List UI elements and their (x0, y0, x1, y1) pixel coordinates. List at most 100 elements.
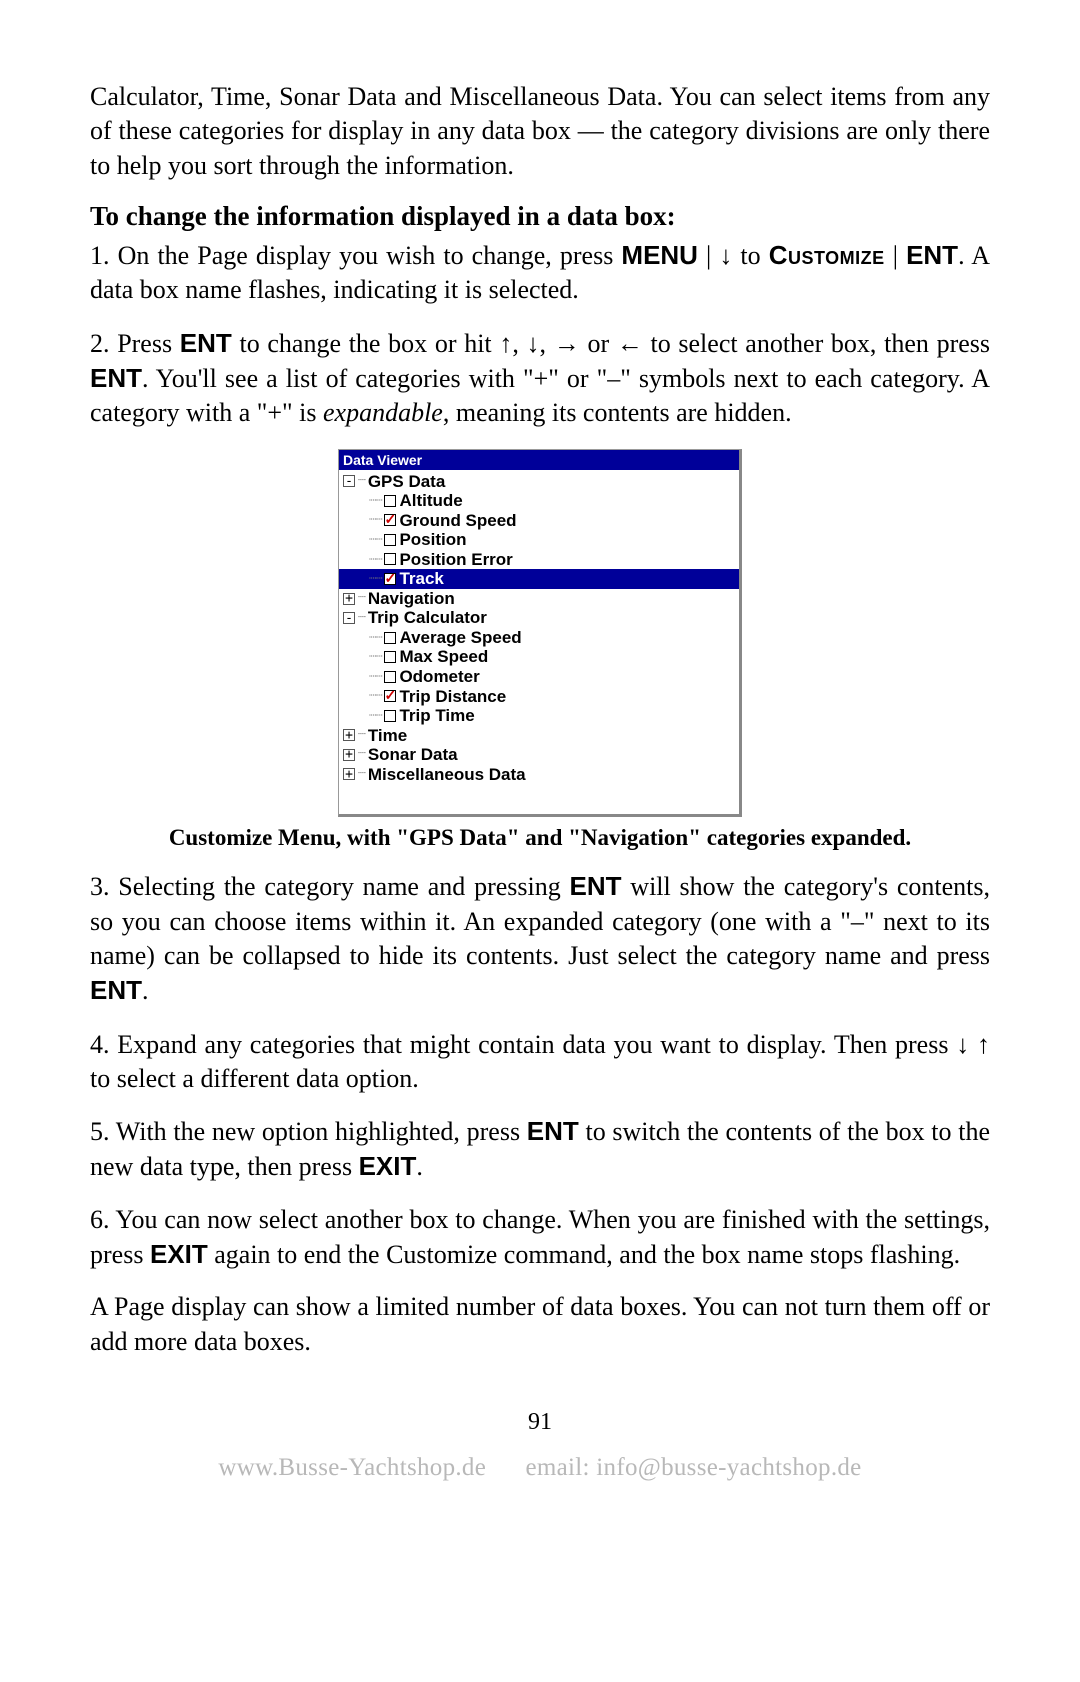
category-label: Time (368, 726, 407, 746)
item-label: Odometer (399, 667, 479, 687)
intro-paragraph: Calculator, Time, Sonar Data and Miscell… (90, 80, 990, 183)
item-label: Ground Speed (399, 511, 516, 531)
category-label: GPS Data (368, 472, 445, 492)
item-label: Altitude (399, 491, 462, 511)
step4-text-c: to select a different data option. (90, 1064, 419, 1093)
up-arrow-icon: ↑ (499, 328, 512, 358)
step1-text-a: 1. On the Page display you wish to chang… (90, 241, 621, 270)
ent-key-6: ENT (527, 1116, 579, 1146)
tree-category[interactable]: +┈Sonar Data (343, 745, 735, 765)
tree-category[interactable]: +┈Navigation (343, 589, 735, 609)
step-6: 6. You can now select another box to cha… (90, 1203, 990, 1273)
step1-pipe2: | (885, 241, 906, 270)
menu-key: MENU (621, 240, 698, 270)
step-3: 3. Selecting the category name and press… (90, 869, 990, 1008)
tree-connector: ┈ (358, 474, 365, 489)
closing-paragraph: A Page display can show a limited number… (90, 1290, 990, 1359)
step4-text-a: 4. Expand any categories that might cont… (90, 1030, 956, 1059)
figure-caption: Customize Menu, with "GPS Data" and "Nav… (90, 825, 990, 851)
plus-icon[interactable]: + (343, 593, 355, 605)
page-number: 91 (90, 1409, 990, 1436)
tree-item[interactable]: ┈┈ Average Speed (343, 628, 735, 648)
plus-icon[interactable]: + (343, 729, 355, 741)
tree-connector: ┈ (358, 591, 365, 606)
exit-key-2: EXIT (150, 1239, 208, 1269)
item-label: Position Error (399, 550, 512, 570)
tree-category[interactable]: -┈Trip Calculator (343, 608, 735, 628)
tree-connector: ┈┈ (369, 494, 381, 508)
step4-space (969, 1030, 977, 1059)
down-arrow-icon-2: ↓ (527, 328, 540, 358)
data-viewer-panel: Data Viewer -┈GPS Data┈┈ Altitude┈┈ Grou… (338, 449, 742, 818)
tree-connector: ┈┈ (369, 650, 381, 664)
checkbox-empty-icon[interactable] (384, 495, 396, 507)
step5-text-c: . (416, 1152, 423, 1181)
expandable-em: expandable (323, 398, 443, 427)
step3-text-a: 3. Selecting the category name and press… (90, 872, 570, 901)
checkbox-empty-icon[interactable] (384, 651, 396, 663)
step2-text-f: to select another box, then press (643, 329, 990, 358)
item-label: Position (399, 530, 466, 550)
tree-item[interactable]: ┈┈ Position Error (343, 550, 735, 570)
category-label: Sonar Data (368, 745, 458, 765)
step6-text-b: again to end the Customize command, and … (208, 1240, 960, 1269)
checkbox-empty-icon[interactable] (384, 534, 396, 546)
tree-connector: ┈┈ (369, 689, 381, 703)
checkbox-empty-icon[interactable] (384, 632, 396, 644)
step-4: 4. Expand any categories that might cont… (90, 1027, 990, 1097)
item-label: Trip Time (399, 706, 474, 726)
down-arrow-icon-3: ↓ (956, 1029, 969, 1059)
step2-text-a: 2. Press (90, 329, 180, 358)
tree-item-selected[interactable]: ┈┈ Track (339, 569, 739, 589)
data-viewer-tree: -┈GPS Data┈┈ Altitude┈┈ Ground Speed┈┈ P… (339, 470, 739, 815)
tree-item[interactable]: ┈┈ Position (343, 530, 735, 550)
plus-icon[interactable]: + (343, 749, 355, 761)
checkbox-checked-icon[interactable] (384, 514, 396, 526)
footer-email: info@busse-yachtshop.de (596, 1454, 861, 1481)
ent-key-2: ENT (180, 328, 232, 358)
tree-item[interactable]: ┈┈ Altitude (343, 491, 735, 511)
checkbox-empty-icon[interactable] (384, 710, 396, 722)
tree-item[interactable]: ┈┈ Ground Speed (343, 511, 735, 531)
tree-connector: ┈ (358, 767, 365, 782)
step-2: 2. Press ENT to change the box or hit ↑,… (90, 326, 990, 431)
plus-icon[interactable]: + (343, 768, 355, 780)
exit-key-1: EXIT (359, 1151, 417, 1181)
step2-text-h: , meaning its contents are hidden. (443, 398, 792, 427)
item-label: Track (399, 569, 443, 589)
minus-icon[interactable]: - (343, 475, 355, 487)
tree-item[interactable]: ┈┈ Max Speed (343, 647, 735, 667)
tree-category[interactable]: +┈Time (343, 726, 735, 746)
checkbox-empty-icon[interactable] (384, 553, 396, 565)
step3-text-c: . (142, 976, 149, 1005)
up-arrow-icon-2: ↑ (977, 1029, 990, 1059)
tree-item[interactable]: ┈┈ Trip Distance (343, 687, 735, 707)
tree-connector: ┈ (358, 728, 365, 743)
tree-category[interactable]: -┈GPS Data (343, 472, 735, 492)
tree-item[interactable]: ┈┈ Trip Time (343, 706, 735, 726)
minus-icon[interactable]: - (343, 612, 355, 624)
left-arrow-icon: ← (617, 328, 643, 358)
page-footer: www.Busse-Yachtshop.de email: info@busse… (90, 1454, 990, 1482)
tree-item[interactable]: ┈┈ Odometer (343, 667, 735, 687)
tree-connector: ┈┈ (369, 709, 381, 723)
ent-key-5: ENT (90, 975, 142, 1005)
ent-key-3: ENT (90, 363, 142, 393)
step-5: 5. With the new option highlighted, pres… (90, 1114, 990, 1185)
step-1: 1. On the Page display you wish to chang… (90, 238, 990, 308)
item-label: Average Speed (399, 628, 521, 648)
tree-connector: ┈┈ (369, 553, 381, 567)
data-viewer-figure: Data Viewer -┈GPS Data┈┈ Altitude┈┈ Grou… (90, 449, 990, 818)
footer-url: www.Busse-Yachtshop.de (218, 1454, 486, 1481)
tree-connector: ┈┈ (369, 572, 381, 586)
checkbox-checked-icon[interactable] (384, 573, 396, 585)
checkbox-checked-icon[interactable] (384, 690, 396, 702)
step2-text-b: to change the box or hit (232, 329, 500, 358)
step1-text-c: to (732, 241, 768, 270)
step1-pipe: | (698, 241, 719, 270)
tree-category[interactable]: +┈Miscellaneous Data (343, 765, 735, 785)
tree-connector: ┈ (358, 747, 365, 762)
checkbox-empty-icon[interactable] (384, 671, 396, 683)
item-label: Trip Distance (399, 687, 506, 707)
footer-email-label: email: (525, 1454, 596, 1481)
